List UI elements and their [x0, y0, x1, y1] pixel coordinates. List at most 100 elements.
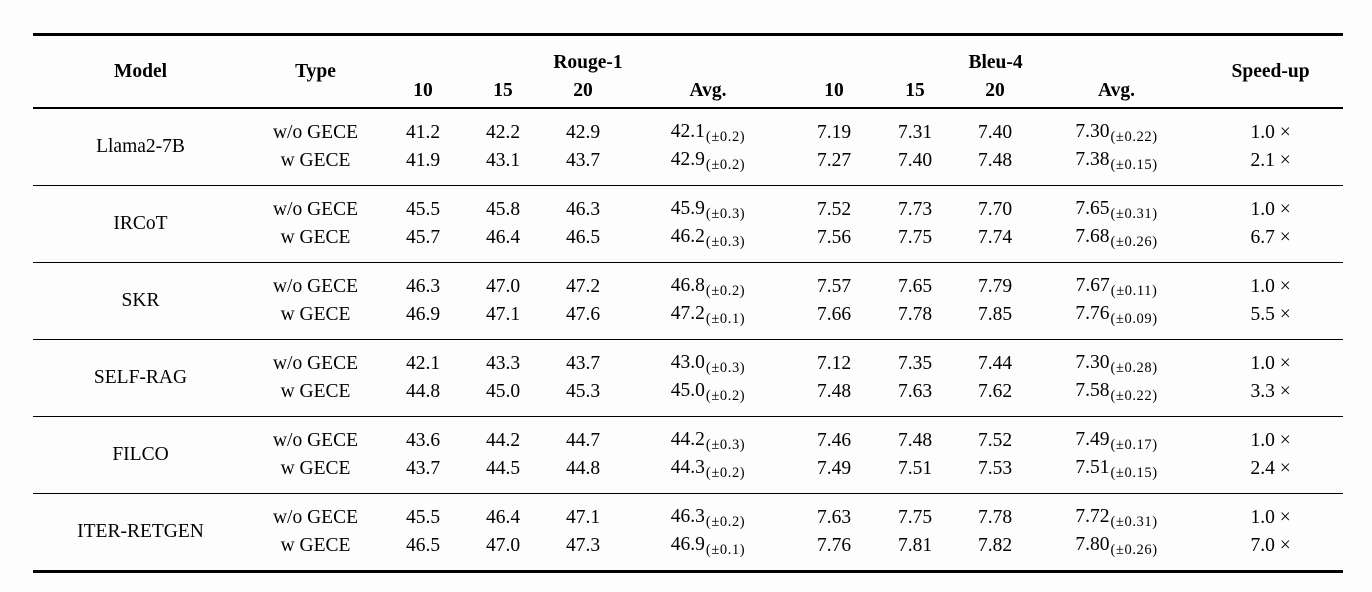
avg-std: (±0.28) — [1110, 359, 1158, 376]
table-row: Llama2-7B w/o GECE 41.2 42.2 42.9 42.1(±… — [33, 108, 1343, 158]
avg-main: 46.2 — [670, 225, 705, 247]
avg-std: (±0.3) — [705, 359, 746, 376]
model-name: ITER-RETGEN — [77, 521, 204, 542]
table-row: SELF-RAG w/o GECE 42.1 43.3 43.7 43.0(±0… — [33, 340, 1343, 389]
subheader-rouge-avg: Avg. — [689, 79, 727, 101]
rouge-20-value: 47.6 — [565, 304, 601, 325]
results-table: Model Type Rouge-1 Bleu-4 Speed-up 10 15… — [33, 33, 1344, 573]
header-model: Model — [113, 60, 168, 82]
avg-main: 7.76 — [1075, 302, 1110, 324]
rouge-avg-value: 44.2(±0.3) — [623, 417, 793, 456]
table-row: ITER-RETGEN w/o GECE 45.5 46.4 47.1 46.3… — [33, 494, 1343, 543]
rouge-15-value: 45.0 — [485, 381, 521, 402]
rouge-10-value: 44.8 — [405, 381, 441, 402]
rouge-15-value: 44.5 — [485, 458, 521, 479]
table-row: SKR w/o GECE 46.3 47.0 47.2 46.8(±0.2) 7… — [33, 263, 1343, 312]
rouge-20-value: 46.3 — [565, 199, 601, 220]
speedup-value: 7.0 × — [1250, 535, 1291, 556]
table-row: w GECE 41.9 43.1 43.7 42.9(±0.2) 7.27 7.… — [33, 147, 1343, 186]
rouge-20-value: 47.2 — [565, 276, 601, 297]
avg-std: (±0.31) — [1110, 513, 1158, 530]
model-group-llama2-7b: Llama2-7B w/o GECE 41.2 42.2 42.9 42.1(±… — [33, 108, 1344, 186]
avg-std: (±0.15) — [1110, 156, 1158, 173]
bleu-10-value: 7.27 — [816, 150, 852, 171]
bleu-avg-value: 7.49(±0.17) — [1035, 417, 1198, 456]
rouge-20-value: 44.7 — [565, 430, 601, 451]
header-type: Type — [295, 60, 336, 82]
subheader-bleu-10: 10 — [824, 79, 844, 101]
bleu-20-value: 7.78 — [977, 507, 1013, 528]
rouge-20-value: 42.9 — [565, 122, 601, 143]
rouge-20-value: 47.1 — [565, 507, 601, 528]
bleu-15-value: 7.75 — [897, 227, 933, 248]
type-label: w GECE — [280, 150, 351, 171]
bleu-avg-value: 7.51(±0.15) — [1035, 455, 1198, 494]
rouge-10-value: 42.1 — [405, 353, 441, 374]
bleu-10-value: 7.63 — [816, 507, 852, 528]
avg-main: 7.80 — [1075, 533, 1110, 555]
bleu-avg-value: 7.67(±0.11) — [1035, 263, 1198, 302]
rouge-10-value: 45.7 — [405, 227, 441, 248]
rouge-20-value: 45.3 — [565, 381, 601, 402]
speedup-value: 6.7 × — [1250, 227, 1291, 248]
rouge-avg-value: 46.3(±0.2) — [623, 494, 793, 533]
rouge-avg-value: 46.9(±0.1) — [623, 532, 793, 572]
speedup-value: 3.3 × — [1250, 381, 1291, 402]
rouge-15-value: 43.1 — [485, 150, 521, 171]
type-label: w GECE — [280, 535, 351, 556]
avg-main: 47.2 — [670, 302, 705, 324]
rouge-15-value: 45.8 — [485, 199, 521, 220]
model-name: Llama2-7B — [96, 136, 185, 157]
avg-main: 46.8 — [670, 274, 705, 296]
bleu-15-value: 7.75 — [897, 507, 933, 528]
bleu-avg-value: 7.38(±0.15) — [1035, 147, 1198, 186]
header-bleu-4: Bleu-4 — [968, 52, 1023, 73]
model-name: SKR — [121, 290, 160, 311]
bleu-avg-value: 7.65(±0.31) — [1035, 186, 1198, 225]
rouge-20-value: 43.7 — [565, 353, 601, 374]
type-label: w/o GECE — [272, 430, 359, 451]
model-group-ircot: IRCoT w/o GECE 45.5 45.8 46.3 45.9(±0.3)… — [33, 185, 1344, 263]
bleu-10-value: 7.52 — [816, 199, 852, 220]
avg-std: (±0.22) — [1110, 387, 1158, 404]
rouge-10-value: 46.9 — [405, 304, 441, 325]
model-group-iter-retgen: ITER-RETGEN w/o GECE 45.5 46.4 47.1 46.3… — [33, 493, 1344, 572]
rouge-15-value: 46.4 — [485, 507, 521, 528]
table-row: w GECE 46.5 47.0 47.3 46.9(±0.1) 7.76 7.… — [33, 532, 1343, 572]
rouge-10-value: 41.9 — [405, 150, 441, 171]
model-name: FILCO — [112, 444, 169, 465]
avg-std: (±0.2) — [705, 128, 746, 145]
type-label: w GECE — [280, 304, 351, 325]
rouge-10-value: 45.5 — [405, 507, 441, 528]
bleu-20-value: 7.85 — [977, 304, 1013, 325]
avg-main: 46.9 — [670, 533, 705, 555]
bleu-15-value: 7.78 — [897, 304, 933, 325]
rouge-15-value: 47.1 — [485, 304, 521, 325]
rouge-avg-value: 43.0(±0.3) — [623, 340, 793, 379]
avg-std: (±0.1) — [705, 310, 746, 327]
avg-main: 7.58 — [1075, 379, 1110, 401]
rouge-15-value: 46.4 — [485, 227, 521, 248]
rouge-10-value: 43.6 — [405, 430, 441, 451]
avg-main: 45.0 — [670, 379, 705, 401]
speedup-value: 2.1 × — [1250, 150, 1291, 171]
avg-main: 45.9 — [670, 197, 705, 219]
bleu-avg-value: 7.58(±0.22) — [1035, 378, 1198, 417]
avg-std: (±0.26) — [1110, 541, 1158, 558]
rouge-avg-value: 44.3(±0.2) — [623, 455, 793, 494]
avg-std: (±0.11) — [1110, 282, 1158, 299]
avg-main: 46.3 — [670, 505, 705, 527]
avg-std: (±0.3) — [705, 205, 746, 222]
rouge-15-value: 47.0 — [485, 276, 521, 297]
speedup-value: 2.4 × — [1250, 458, 1291, 479]
bleu-20-value: 7.79 — [977, 276, 1013, 297]
type-label: w/o GECE — [272, 199, 359, 220]
bleu-10-value: 7.57 — [816, 276, 852, 297]
rouge-avg-value: 45.9(±0.3) — [623, 186, 793, 225]
avg-main: 7.67 — [1075, 274, 1110, 296]
model-group-self-rag: SELF-RAG w/o GECE 42.1 43.3 43.7 43.0(±0… — [33, 339, 1344, 417]
bleu-20-value: 7.62 — [977, 381, 1013, 402]
rouge-10-value: 46.3 — [405, 276, 441, 297]
bleu-10-value: 7.56 — [816, 227, 852, 248]
speedup-value: 1.0 × — [1250, 353, 1291, 374]
